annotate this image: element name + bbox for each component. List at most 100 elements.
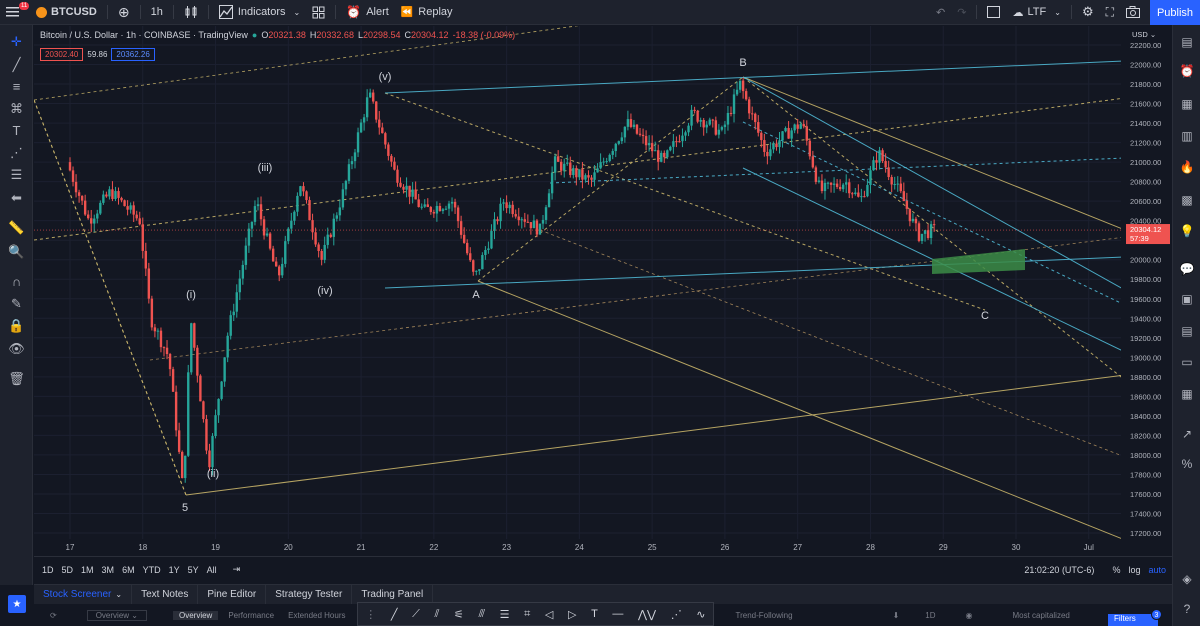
overview-select[interactable]: Overview ⌄ [86, 609, 147, 621]
range-5d[interactable]: 5D [61, 564, 74, 575]
auto-toggle[interactable]: auto [1148, 564, 1166, 575]
range-3m[interactable]: 3M [101, 564, 115, 575]
tab-pine-editor[interactable]: Pine Editor [198, 584, 267, 605]
layout-select-button[interactable] [981, 0, 1006, 25]
indicators-button[interactable]: Indicators ⌄ [213, 0, 306, 25]
lock-icon[interactable]: 🔒 [8, 317, 25, 333]
text-icon[interactable]: T [591, 608, 598, 620]
buy-price-button[interactable]: 20362.26 [111, 48, 155, 61]
range-1m[interactable]: 1M [81, 564, 94, 575]
magnet-icon[interactable]: ∩ [11, 274, 22, 289]
stay-drawing-icon[interactable]: ✎ [11, 295, 22, 311]
trend-up-icon[interactable]: ↗ [1181, 427, 1193, 441]
parallel-channel-icon[interactable]: ⫻ [478, 607, 486, 620]
trend-line-icon[interactable]: ╱ [12, 56, 21, 72]
tab-text-notes[interactable]: Text Notes [132, 584, 199, 605]
range-5y[interactable]: 5Y [187, 564, 199, 575]
pattern-icon[interactable]: ⌘ [10, 100, 23, 116]
order-panel-icon[interactable]: ▤ [1181, 324, 1193, 338]
chevron-down-icon[interactable]: ⌄ [115, 590, 123, 599]
eye-icon[interactable]: 👁 [8, 340, 25, 356]
ideas-lightbulb-icon[interactable]: 💡 [1179, 224, 1195, 238]
fullscreen-button[interactable]: ⛶ [1100, 0, 1120, 25]
percent-chart-icon[interactable]: % [1181, 457, 1193, 471]
help-icon[interactable]: ? [1183, 602, 1191, 616]
range-1y[interactable]: 1Y [168, 564, 180, 575]
text-tool-icon[interactable]: T [12, 123, 21, 138]
goto-date-icon[interactable]: ⇥ [232, 564, 241, 574]
trash-icon[interactable]: 🗑 [8, 370, 25, 386]
download-icon[interactable]: ⬇ [892, 610, 900, 620]
undo-button[interactable]: ↶ [936, 6, 946, 19]
flag-icon[interactable]: ◉ [965, 610, 973, 620]
redo-button[interactable]: ↷ [957, 6, 967, 19]
tab-stock-screener[interactable]: Stock Screener ⌄ [34, 584, 133, 605]
star-icon[interactable]: ★ [8, 595, 26, 613]
streams-icon[interactable]: ▣ [1181, 292, 1193, 306]
prediction-icon[interactable]: ⋰ [10, 144, 23, 160]
drag-handle-icon[interactable]: ⋮ [365, 608, 377, 621]
clock-label[interactable]: 21:02:20 (UTC-6) [1024, 564, 1095, 575]
range-6m[interactable]: 6M [122, 564, 135, 575]
fib-fan-icon[interactable]: ⚟ [453, 608, 464, 621]
screener-tab-overview[interactable]: Overview [172, 610, 219, 620]
alerts-clock-icon[interactable]: ⏰ [1179, 64, 1195, 78]
zoom-in-icon[interactable]: 🔍 [8, 243, 25, 259]
trend-following-label[interactable]: Trend-Following [735, 610, 793, 620]
snapshot-button[interactable] [1120, 0, 1146, 25]
chart-type-button[interactable] [178, 0, 204, 25]
watchlist-icon[interactable]: ▤ [1181, 35, 1193, 49]
path-icon[interactable]: ⌗ [524, 607, 531, 620]
menu-button[interactable]: 11 [0, 0, 30, 25]
arrow-right-icon[interactable]: ▷ [568, 608, 577, 621]
chat-icon[interactable]: 💬 [1179, 262, 1195, 276]
filters-button[interactable]: Filters [1108, 614, 1158, 626]
sort-select[interactable]: Most capitalized [1012, 610, 1070, 620]
interval-select[interactable]: 1D [925, 610, 936, 620]
hotlist-icon[interactable]: 🔥 [1179, 160, 1195, 174]
fib-retracement-icon[interactable]: ≡ [12, 79, 21, 94]
horizontal-line-icon[interactable]: — [612, 608, 624, 620]
interval-button[interactable]: 1h [150, 6, 163, 18]
data-window-icon[interactable]: ▦ [1181, 97, 1193, 111]
percent-toggle[interactable]: % [1112, 564, 1121, 575]
news-icon[interactable]: ▥ [1181, 129, 1193, 143]
ray-icon[interactable]: ⟋ [412, 607, 420, 620]
arrow-left-icon[interactable]: ⬅ [11, 189, 22, 205]
price-chart[interactable]: (v) B (iii) (i) (iv) A C (ii) 5 [34, 26, 1121, 539]
templates-button[interactable] [306, 0, 331, 25]
range-ytd[interactable]: YTD [142, 564, 161, 575]
log-toggle[interactable]: log [1128, 564, 1141, 575]
settings-button[interactable]: ⚙ [1076, 0, 1100, 25]
save-layout-button[interactable]: ☁ LTF ⌄ [1006, 0, 1066, 25]
pitchfork-icon[interactable]: ⫽ [434, 607, 440, 620]
screener-tab-performance[interactable]: Performance [228, 610, 275, 620]
elliott-wave-icon[interactable]: ⋀⋁ [638, 608, 657, 621]
range-all[interactable]: All [206, 564, 217, 575]
dom-icon[interactable]: ▭ [1181, 355, 1193, 369]
screener-tab-extended-hours[interactable]: Extended Hours [288, 610, 346, 620]
arrow-left-icon[interactable]: ◁ [544, 608, 554, 621]
replay-button[interactable]: ⏪ Replay [395, 0, 459, 25]
compare-button[interactable]: ⊕ [117, 3, 130, 20]
publish-button[interactable]: Publish [1150, 0, 1200, 25]
refresh-icon[interactable]: ⟳ [50, 610, 57, 620]
range-1d[interactable]: 1D [42, 564, 54, 575]
tab-trading-panel[interactable]: Trading Panel [352, 584, 434, 605]
price-axis[interactable]: USD ⌄ 22200.00 22000.00 21800.00 21600.00 214… [1124, 26, 1172, 539]
symbol-search-button[interactable]: BTCUSD [30, 0, 103, 25]
wave-icon[interactable]: ∿ [696, 608, 706, 621]
tab-strategy-tester[interactable]: Strategy Tester [266, 584, 353, 605]
measure-group-icon[interactable]: ☰ [10, 166, 23, 182]
trend-line-icon[interactable]: ╱ [390, 608, 398, 621]
alert-button[interactable]: ⏰ Alert [340, 0, 395, 25]
abcd-pattern-icon[interactable]: ⋰ [670, 608, 682, 621]
fib-retracement-icon[interactable]: ☰ [499, 608, 510, 621]
calendar-icon[interactable]: ▩ [1181, 193, 1193, 207]
crosshair-icon[interactable]: ✛ [11, 33, 22, 49]
calculator-icon[interactable]: ▦ [1181, 387, 1193, 401]
layers-icon[interactable]: ◈ [1182, 572, 1192, 586]
ruler-icon[interactable]: 📏 [8, 219, 25, 235]
sell-price-button[interactable]: 20302.40 [40, 48, 84, 61]
